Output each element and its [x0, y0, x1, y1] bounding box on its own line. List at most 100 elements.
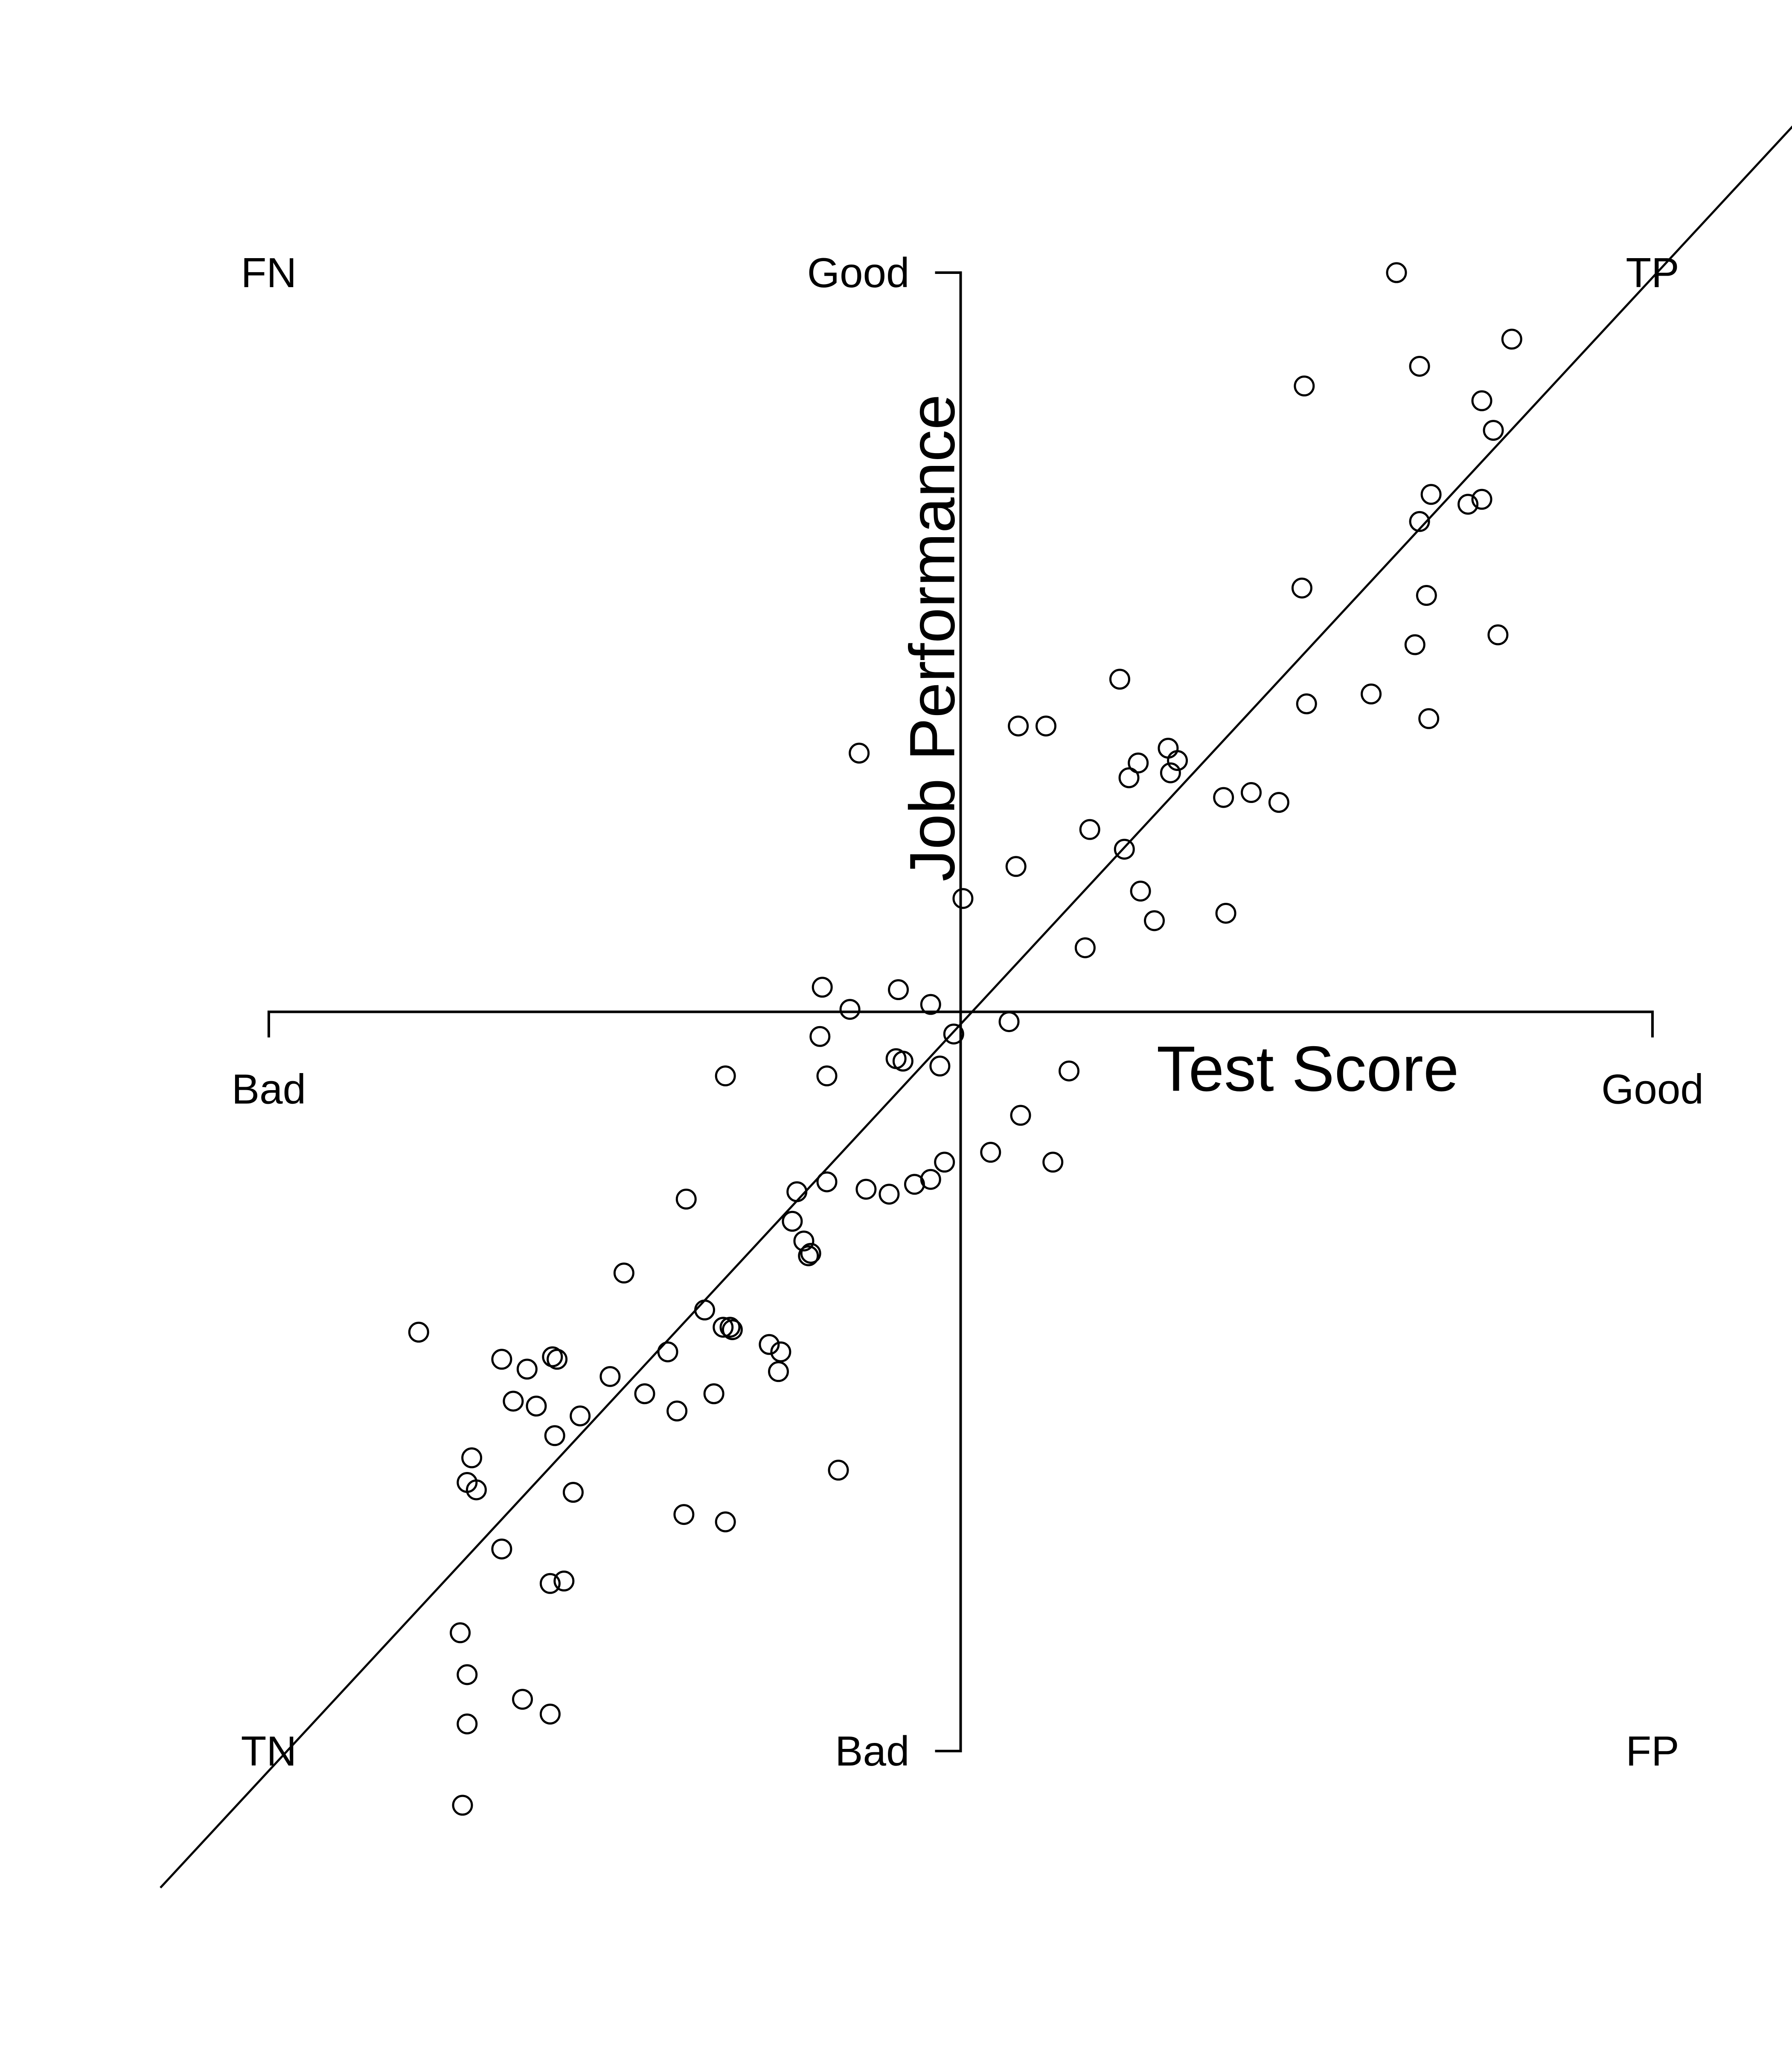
data-point: [920, 994, 941, 1015]
data-point: [892, 1050, 913, 1072]
data-point: [613, 1263, 634, 1284]
quadrant-label-fn: FN: [241, 249, 297, 296]
data-point: [1042, 1152, 1064, 1173]
data-point: [634, 1383, 655, 1405]
data-point: [1457, 494, 1479, 515]
data-point: [952, 888, 974, 909]
data-point: [703, 1383, 724, 1405]
data-point: [816, 1171, 838, 1193]
data-point: [929, 1056, 951, 1077]
data-point: [1130, 881, 1151, 902]
data-point: [1291, 577, 1312, 599]
data-point: [1487, 624, 1509, 646]
data-point: [768, 1361, 789, 1382]
y-axis: Bad Good Job Performance: [807, 249, 968, 1775]
data-point: [809, 1026, 831, 1047]
data-point: [793, 1231, 815, 1252]
data-point: [570, 1405, 591, 1427]
data-point: [812, 977, 833, 998]
data-point: [457, 1472, 478, 1493]
data-point: [1361, 684, 1382, 705]
quadrant-label-tn: TN: [241, 1728, 297, 1775]
data-point: [599, 1366, 621, 1387]
data-point: [1215, 903, 1236, 924]
data-point: [539, 1703, 561, 1725]
data-point: [934, 1152, 955, 1173]
regression-line: [160, 125, 1792, 1889]
data-point: [491, 1349, 512, 1370]
data-point: [673, 1504, 695, 1525]
data-point: [657, 1341, 678, 1362]
x-axis-title: Test Score: [1157, 1033, 1459, 1105]
data-point: [1079, 819, 1100, 840]
data-point: [770, 1341, 791, 1362]
data-point: [1404, 634, 1425, 655]
data-point: [1118, 767, 1140, 788]
data-point: [457, 1713, 478, 1734]
data-point: [1010, 1105, 1031, 1126]
data-point: [943, 1023, 964, 1044]
data-point: [1268, 792, 1289, 813]
quadrant-label-tp: TP: [1626, 249, 1679, 296]
data-point: [503, 1391, 524, 1412]
data-point: [715, 1511, 736, 1533]
data-point: [1008, 716, 1029, 737]
data-point: [1128, 752, 1149, 774]
data-point: [1483, 420, 1504, 441]
data-points: [408, 262, 1522, 1816]
y-axis-low-label: Bad: [835, 1728, 909, 1775]
data-point: [800, 1242, 821, 1264]
data-point: [1114, 838, 1135, 860]
data-point: [1471, 390, 1492, 411]
quadrant-label-fp: FP: [1626, 1728, 1679, 1775]
x-axis-high-label: Good: [1601, 1066, 1704, 1113]
data-point: [542, 1346, 563, 1367]
x-axis: Bad Good Test Score: [232, 1010, 1704, 1113]
data-point: [713, 1317, 734, 1338]
data-point: [512, 1689, 533, 1710]
data-point: [450, 1622, 471, 1644]
data-point: [1420, 484, 1442, 505]
data-point: [1109, 669, 1130, 690]
data-point: [1416, 585, 1437, 606]
data-point: [721, 1319, 743, 1340]
data-point: [759, 1334, 780, 1355]
data-point: [719, 1317, 741, 1338]
data-point: [1296, 693, 1317, 715]
data-point: [980, 1142, 1001, 1163]
x-axis-low-label: Bad: [232, 1066, 306, 1113]
data-point: [1160, 762, 1181, 783]
y-axis-title: Job Performance: [896, 394, 968, 881]
data-point: [457, 1664, 478, 1685]
data-point: [461, 1447, 483, 1469]
data-point: [544, 1425, 565, 1446]
data-point: [1167, 750, 1188, 771]
data-point: [553, 1571, 575, 1592]
data-point: [1386, 262, 1407, 283]
data-point: [1035, 716, 1056, 737]
data-point: [526, 1396, 547, 1417]
data-point: [879, 1184, 900, 1205]
data-point: [1059, 1060, 1080, 1082]
data-point: [539, 1573, 561, 1594]
data-point: [1501, 329, 1522, 350]
data-point: [516, 1359, 538, 1380]
data-point: [1005, 856, 1027, 877]
data-point: [849, 742, 870, 764]
data-point: [1074, 937, 1096, 958]
data-point: [855, 1178, 877, 1200]
data-point: [1144, 910, 1165, 931]
data-point: [1409, 511, 1430, 532]
data-point: [798, 1245, 819, 1266]
data-point: [675, 1188, 697, 1210]
data-point: [452, 1795, 473, 1816]
data-point: [547, 1349, 568, 1370]
data-point: [1471, 489, 1492, 510]
data-point: [1294, 375, 1315, 397]
data-point: [786, 1181, 808, 1202]
data-point: [828, 1460, 849, 1481]
data-point: [562, 1482, 584, 1503]
y-axis-line: [935, 271, 962, 1752]
data-point: [1418, 708, 1440, 729]
